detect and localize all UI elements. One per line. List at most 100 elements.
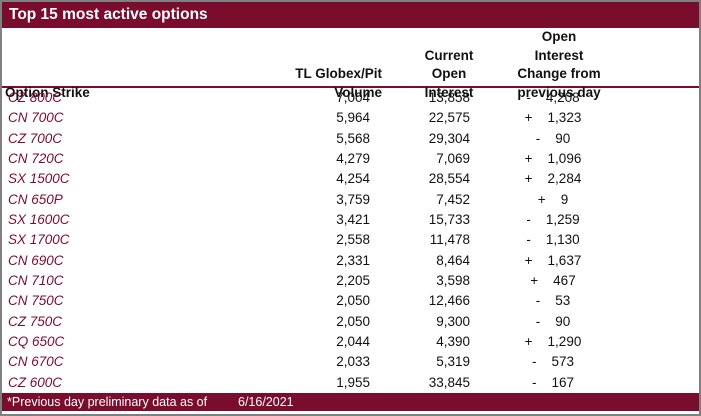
- open-interest-value: 4,390: [436, 333, 470, 349]
- cell-oi-change: + 2,284: [470, 169, 636, 189]
- footer-note: *Previous day preliminary data as of: [7, 395, 208, 409]
- oi-change-value: 4,208: [545, 90, 580, 105]
- oi-change-sign: -: [535, 293, 541, 309]
- open-interest-value: 22,575: [428, 110, 470, 126]
- volume-value: 2,050: [336, 293, 370, 309]
- oi-change-sign: -: [531, 374, 537, 390]
- cell-option-strike: CZ 600C: [2, 373, 292, 393]
- volume-value: 4,254: [336, 171, 370, 187]
- table-row: CZ 700C 5,568 29,304 - 90: [2, 129, 699, 149]
- oi-change-sign: +: [524, 171, 533, 187]
- cell-open-interest: 5,319: [370, 352, 470, 372]
- oi-change-value: 53: [555, 293, 571, 309]
- table-title: Top 15 most active options: [9, 6, 208, 23]
- cell-open-interest: 29,304: [370, 129, 470, 149]
- table-row: CN 710C 2,205 3,598 + 467: [2, 271, 699, 291]
- cell-option-strike: SX 1600C: [2, 210, 292, 230]
- cell-option-strike: CN 750C: [2, 291, 292, 311]
- cell-volume: 2,205: [292, 271, 370, 291]
- open-interest-header-line-2: Open: [431, 66, 467, 81]
- header-divider-line: [2, 86, 699, 88]
- oi-change-sign: -: [526, 211, 531, 227]
- cell-volume: 2,050: [292, 312, 370, 332]
- cell-open-interest: 33,845: [370, 373, 470, 393]
- cell-option-strike: CN 690C: [2, 251, 292, 271]
- option-strike-value: CZ 600C: [8, 374, 63, 390]
- open-interest-value: 11,478: [429, 232, 470, 248]
- table-row: SX 1600C 3,421 15,733 - 1,259: [2, 210, 699, 230]
- column-header-oi-change: Open Interest Change from previous day: [516, 28, 602, 104]
- table-row: CN 700C 5,964 22,575 + 1,323: [2, 108, 699, 128]
- cell-oi-change: + 1,290: [470, 332, 636, 352]
- oi-change-value: 1,096: [547, 150, 582, 166]
- cell-option-strike: CN 650P: [2, 190, 292, 210]
- option-strike-value: CZ 750C: [8, 313, 63, 329]
- option-strike-value: CQ 650C: [8, 333, 65, 349]
- cell-filler: [636, 169, 699, 189]
- oi-change-value: 1,259: [545, 211, 580, 227]
- option-strike-value: CN 720C: [8, 150, 64, 166]
- oi-change-sign: +: [530, 272, 539, 288]
- oi-change-value: 467: [553, 272, 576, 288]
- oi-change-sign: +: [524, 252, 533, 268]
- volume-header-line-1: TL Globex/Pit: [295, 66, 382, 81]
- oi-change-value: 1,637: [547, 252, 582, 268]
- volume-value: 3,421: [336, 211, 370, 227]
- cell-filler: [636, 230, 699, 250]
- oi-change-value: 2,284: [547, 171, 582, 187]
- option-strike-value: SX 1700C: [8, 232, 70, 248]
- cell-filler: [636, 108, 699, 128]
- cell-oi-change: - 167: [470, 373, 636, 393]
- table-row: CN 690C 2,331 8,464 + 1,637: [2, 251, 699, 271]
- title-bar: Top 15 most active options: [2, 2, 699, 28]
- cell-volume: 7,004: [292, 88, 370, 108]
- open-interest-value: 28,554: [428, 171, 470, 187]
- oi-change-sign: +: [537, 191, 546, 207]
- table-row: CN 670C 2,033 5,319 - 573: [2, 352, 699, 372]
- cell-volume: 4,254: [292, 169, 370, 189]
- cell-open-interest: 13,858: [370, 88, 470, 108]
- table-row: CN 750C 2,050 12,466 - 53: [2, 291, 699, 311]
- open-interest-value: 8,464: [436, 252, 470, 268]
- open-interest-value: 5,319: [436, 354, 470, 370]
- option-strike-value: CN 700C: [8, 110, 64, 126]
- cell-filler: [636, 352, 699, 372]
- cell-open-interest: 11,478: [370, 230, 470, 250]
- oi-change-value: 9: [560, 191, 569, 207]
- option-strike-value: CZ 800C: [8, 90, 63, 105]
- cell-filler: [636, 149, 699, 169]
- cell-filler: [636, 251, 699, 271]
- table-row: SX 1700C 2,558 11,478 - 1,130: [2, 230, 699, 250]
- cell-oi-change: - 1,130: [470, 230, 636, 250]
- volume-value: 2,331: [336, 252, 370, 268]
- cell-filler: [636, 129, 699, 149]
- cell-open-interest: 7,069: [370, 149, 470, 169]
- open-interest-header-line-1: Current: [424, 47, 474, 63]
- volume-value: 2,050: [336, 313, 370, 329]
- volume-value: 3,759: [336, 191, 370, 207]
- cell-volume: 1,955: [292, 373, 370, 393]
- column-header-volume: TL Globex/Pit Volume: [292, 65, 382, 104]
- cell-open-interest: 8,464: [370, 251, 470, 271]
- open-interest-value: 15,733: [428, 211, 470, 227]
- oi-change-value: 573: [551, 354, 575, 370]
- oi-change-value: 1,290: [547, 333, 582, 349]
- cell-option-strike: SX 1500C: [2, 169, 292, 189]
- cell-oi-change: + 1,096: [470, 149, 636, 169]
- oi-change-header-line-2: Change from: [517, 66, 601, 81]
- volume-value: 2,205: [336, 272, 370, 288]
- table-row: SX 1500C 4,254 28,554 + 2,284: [2, 169, 699, 189]
- oi-change-sign: -: [526, 90, 531, 105]
- cell-open-interest: 3,598: [370, 271, 470, 291]
- open-interest-value: 29,304: [428, 130, 470, 146]
- cell-filler: [636, 190, 699, 210]
- cell-filler: [636, 332, 699, 352]
- option-strike-value: CZ 700C: [8, 130, 63, 146]
- volume-value: 4,279: [336, 150, 370, 166]
- oi-change-value: 90: [555, 130, 571, 146]
- cell-oi-change: + 1,637: [470, 251, 636, 271]
- table-row: CQ 650C 2,044 4,390 + 1,290: [2, 332, 699, 352]
- cell-oi-change: + 9: [470, 190, 636, 210]
- column-header-option-strike: Option Strike: [2, 84, 292, 105]
